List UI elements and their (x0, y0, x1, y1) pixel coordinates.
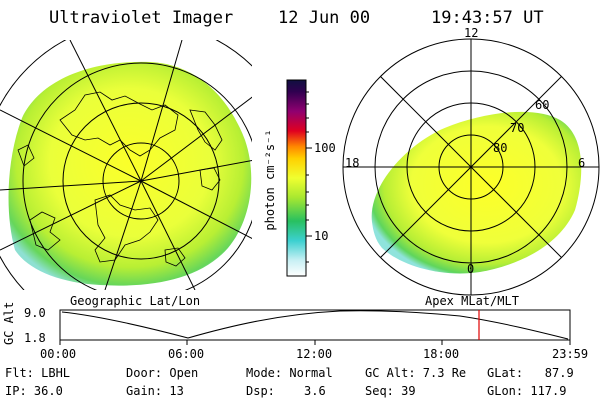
xtick-0600: 06:00 (168, 347, 205, 361)
coastlines (17, 91, 223, 267)
colorbar-tick-10: 10 (314, 229, 329, 243)
colorbar-tick-100: 100 (314, 141, 336, 155)
xtick-0000: 00:00 (40, 347, 77, 361)
mlt-label-12: 12 (464, 26, 479, 40)
altitude-ytick-1-8: 1.8 (24, 331, 46, 345)
aurora-emission-right (371, 111, 582, 274)
apex-caption: Apex MLat/MLT (425, 294, 519, 308)
gain-label: Gain: 13 (126, 384, 184, 398)
xtick-1800: 18:00 (423, 347, 460, 361)
altitude-ylabel: GC Alt (2, 301, 16, 345)
mlt-label-18: 18 (345, 156, 360, 170)
mlat-label-60: 60 (535, 98, 550, 112)
gc-altitude-label: GC Alt: 7.3 Re (365, 366, 467, 380)
magnetic-polar-plot (371, 111, 582, 274)
geographic-map (0, 40, 252, 290)
geographic-caption: Geographic Lat/Lon (70, 294, 201, 308)
altitude-curve (61, 310, 569, 340)
aurora-emission-left (8, 61, 252, 286)
instrument-title: Ultraviolet Imager (49, 8, 234, 28)
mode-label: Mode: Normal (246, 366, 333, 380)
time-label: 19:43:57 UT (431, 8, 544, 28)
geographic-grid (0, 40, 252, 290)
filter-label: Flt: LBHL (5, 366, 71, 380)
xtick-2359: 23:59 (552, 347, 589, 361)
date-label: 12 Jun 00 (278, 8, 371, 28)
mlt-grid (342, 38, 600, 296)
glat-label: GLat: 87.9 (487, 366, 574, 380)
sequence-label: Seq: 39 (365, 384, 416, 398)
glon-label: GLon: 117.9 (487, 384, 567, 398)
dsp-label: Dsp: (246, 384, 275, 398)
door-label: Door: Open (126, 366, 199, 380)
mlat-label-80: 80 (493, 141, 508, 155)
dsp-value: 3.6 (304, 384, 326, 398)
ip-label: IP: 36.0 (5, 384, 63, 398)
mlat-label-70: 70 (510, 121, 525, 135)
xtick-1200: 12:00 (296, 347, 333, 361)
mlt-label-0: 0 (467, 262, 475, 276)
mlt-label-6: 6 (578, 156, 586, 170)
altitude-ytick-9: 9.0 (24, 306, 46, 320)
